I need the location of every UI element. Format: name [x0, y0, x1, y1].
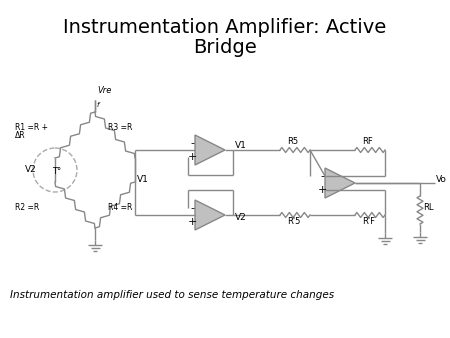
Text: R3 =R: R3 =R	[108, 123, 132, 132]
Text: T°: T°	[53, 168, 62, 176]
Text: R5: R5	[287, 138, 298, 146]
Polygon shape	[325, 168, 355, 198]
Text: V1: V1	[235, 142, 247, 150]
Text: R2 =R: R2 =R	[15, 203, 39, 213]
Text: R4 =R: R4 =R	[108, 203, 132, 213]
Text: -: -	[190, 138, 194, 148]
Text: -: -	[190, 203, 194, 213]
Text: Instrumentation Amplifier: Active: Instrumentation Amplifier: Active	[63, 18, 387, 37]
Text: Vre: Vre	[97, 86, 112, 95]
Polygon shape	[195, 200, 225, 230]
Text: R'5: R'5	[287, 217, 301, 226]
Text: R1 =R +: R1 =R +	[15, 123, 48, 132]
Text: R'F: R'F	[362, 217, 375, 226]
Text: f: f	[97, 102, 99, 108]
Text: +: +	[187, 217, 197, 227]
Text: Vo: Vo	[436, 174, 447, 184]
Text: V2: V2	[25, 166, 37, 174]
Text: V1: V1	[137, 175, 149, 185]
Text: ΔR: ΔR	[15, 131, 26, 141]
Text: +: +	[317, 185, 327, 195]
Text: +: +	[187, 152, 197, 162]
Text: RF: RF	[362, 138, 373, 146]
Text: V2: V2	[235, 214, 247, 222]
Text: Bridge: Bridge	[193, 38, 257, 57]
Text: Instrumentation amplifier used to sense temperature changes: Instrumentation amplifier used to sense …	[10, 290, 334, 300]
Text: -: -	[320, 171, 324, 181]
Text: RL: RL	[423, 202, 433, 212]
Polygon shape	[195, 135, 225, 165]
